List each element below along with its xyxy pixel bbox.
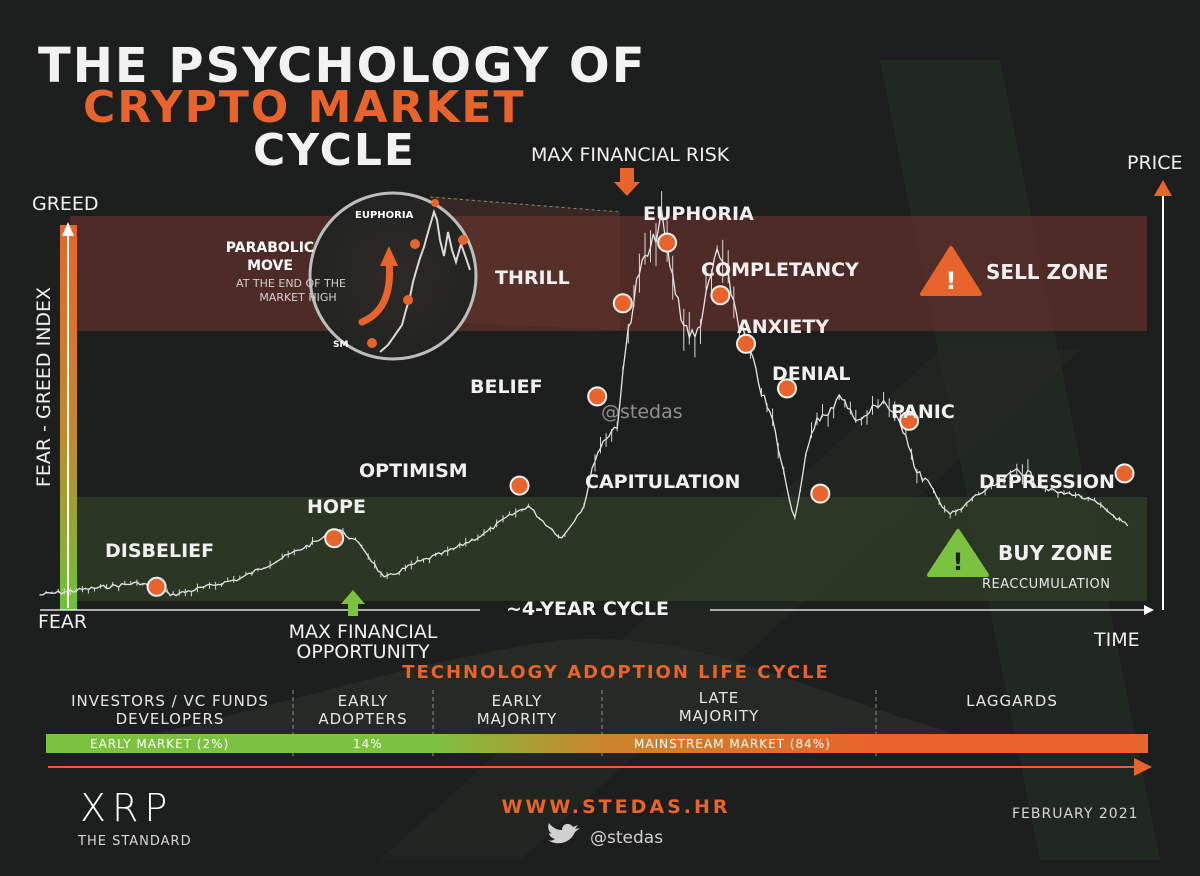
fear-label: FEAR <box>38 611 88 633</box>
inset-marker <box>410 239 420 249</box>
website-link[interactable]: WWW.STEDAS.HR <box>501 796 731 818</box>
cycle-label: ~4-YEAR CYCLE <box>506 598 669 620</box>
phase-line-1: EARLY <box>491 692 543 710</box>
stage-marker-thrill <box>612 293 633 314</box>
stage-label-disbelief: DISBELIEF <box>105 540 215 562</box>
tal-title: TECHNOLOGY ADOPTION LIFE CYCLE <box>402 662 830 683</box>
stage-marker-panic <box>899 410 920 431</box>
inset-parabolic-label: PARABOLIC <box>226 240 314 256</box>
inset-partial-label: SM <box>333 340 348 350</box>
fear-greed-axis-label: FEAR - GREED INDEX <box>33 286 55 488</box>
inset-circle <box>308 191 478 361</box>
phase-early-majority: EARLY MAJORITY <box>434 692 600 728</box>
inset-move-label: MOVE <box>247 258 293 274</box>
timeline-arrow <box>1134 758 1152 776</box>
buy-warning-mark: ! <box>953 548 964 576</box>
buy-warning-icon <box>927 529 989 577</box>
phase-late-majority: LATE MAJORITY <box>604 689 834 725</box>
price-label: PRICE <box>1127 152 1183 174</box>
sell-warning-mark: ! <box>946 267 957 295</box>
parabolic-arrow-icon <box>358 258 394 326</box>
stage-marker-capitulation <box>810 483 831 504</box>
y-axis-arrow <box>62 222 74 236</box>
zoom-line <box>429 196 621 213</box>
phase-line-1: EARLY <box>337 692 389 710</box>
price-axis-arrow <box>1154 180 1172 196</box>
stage-label-optimism: OPTIMISM <box>359 460 468 482</box>
phase-line-2: DEVELOPERS <box>115 710 225 728</box>
stage-label-thrill: THRILL <box>495 267 570 289</box>
max-opportunity-label-2: OPPORTUNITY <box>296 641 430 663</box>
twitter-handle[interactable]: @stedas <box>590 828 664 848</box>
phase-line-1: LATE <box>698 689 740 707</box>
stage-marker-hope <box>324 528 345 549</box>
xrp-logo-tagline: THE STANDARD <box>78 834 192 849</box>
max-risk-label: MAX FINANCIAL RISK <box>531 144 730 166</box>
phase-investors: INVESTORS / VC FUNDS DEVELOPERS <box>48 692 292 728</box>
inset-price-line <box>379 208 471 353</box>
max-risk-arrow-icon <box>614 168 640 196</box>
adoption-curve <box>150 638 960 735</box>
stage-marker-disbelief <box>146 576 167 597</box>
parabolic-arrow-head <box>380 246 398 266</box>
mainstream-market-label: MAINSTREAM MARKET (84%) <box>634 737 831 751</box>
inset-caption-2: MARKET HIGH <box>259 291 336 304</box>
title-line-3: CYCLE <box>253 125 416 176</box>
buy-zone-label: BUY ZONE <box>998 541 1113 565</box>
title-line-1: THE PSYCHOLOGY OF <box>38 38 647 94</box>
reaccumulation-label: REACCUMULATION <box>982 577 1111 592</box>
phase-line-2: MAJORITY <box>476 710 558 728</box>
stage-label-euphoria: EUPHORIA <box>643 203 754 225</box>
parabolic-inset: EUPHORIA SM PARABOLIC MOVE AT THE END OF… <box>226 191 478 361</box>
inset-marker <box>403 295 413 305</box>
stage-marker-completancy <box>710 285 731 306</box>
watermark: @stedas <box>601 401 683 423</box>
background-stripe <box>380 350 1080 860</box>
greed-label: GREED <box>32 193 99 215</box>
stage-label-capitulation: CAPITULATION <box>585 471 741 493</box>
phase-line-2: ADOPTERS <box>318 710 408 728</box>
inset-caption-1: AT THE END OF THE <box>236 277 346 290</box>
inset-euphoria-label: EUPHORIA <box>355 210 414 221</box>
phase-line-2: MAJORITY <box>678 707 760 725</box>
time-label: TIME <box>1094 629 1140 651</box>
stage-label-panic: PANIC <box>891 401 955 423</box>
phase-line-1: LAGGARDS <box>966 692 1058 710</box>
cycle-arrow <box>1144 605 1154 615</box>
stage-label-hope: HOPE <box>307 496 366 518</box>
max-opportunity-label-1: MAX FINANCIAL <box>288 621 438 643</box>
sell-warning-icon <box>920 246 982 296</box>
adoption-bar <box>46 734 1148 753</box>
max-opportunity-arrow-icon <box>341 590 365 616</box>
title-line-2: CRYPTO MARKET <box>83 82 526 133</box>
inset-marker <box>431 199 439 207</box>
stage-marker-depression <box>1114 463 1135 484</box>
xrp-logo: XRP <box>80 786 174 830</box>
phase-line-1: INVESTORS / VC FUNDS <box>71 692 269 710</box>
early-market-label: EARLY MARKET (2%) <box>90 737 230 751</box>
early-adopters-pct-label: 14% <box>353 737 383 751</box>
inset-marker <box>367 338 377 348</box>
stage-label-depression: DEPRESSION <box>979 471 1115 493</box>
stage-label-denial: DENIAL <box>772 363 851 385</box>
stage-marker-anxiety <box>736 333 756 354</box>
stage-label-anxiety: ANXIETY <box>737 316 830 338</box>
stage-marker-denial <box>777 378 797 399</box>
stage-marker-euphoria <box>657 232 678 253</box>
publish-date: FEBRUARY 2021 <box>1012 806 1139 822</box>
phase-laggards: LAGGARDS <box>877 692 1147 710</box>
zoom-connector <box>430 196 620 330</box>
stage-marker-optimism <box>509 475 530 496</box>
sell-zone-label: SELL ZONE <box>986 260 1109 284</box>
price-line <box>39 209 1129 597</box>
stage-label-completancy: COMPLETANCY <box>701 259 859 281</box>
twitter-icon <box>548 823 580 844</box>
phase-early-adopters: EARLY ADOPTERS <box>294 692 432 728</box>
inset-marker <box>458 235 468 245</box>
stage-label-belief: BELIEF <box>470 376 543 398</box>
stage-markers <box>146 232 1135 597</box>
stage-marker-belief <box>587 386 608 407</box>
